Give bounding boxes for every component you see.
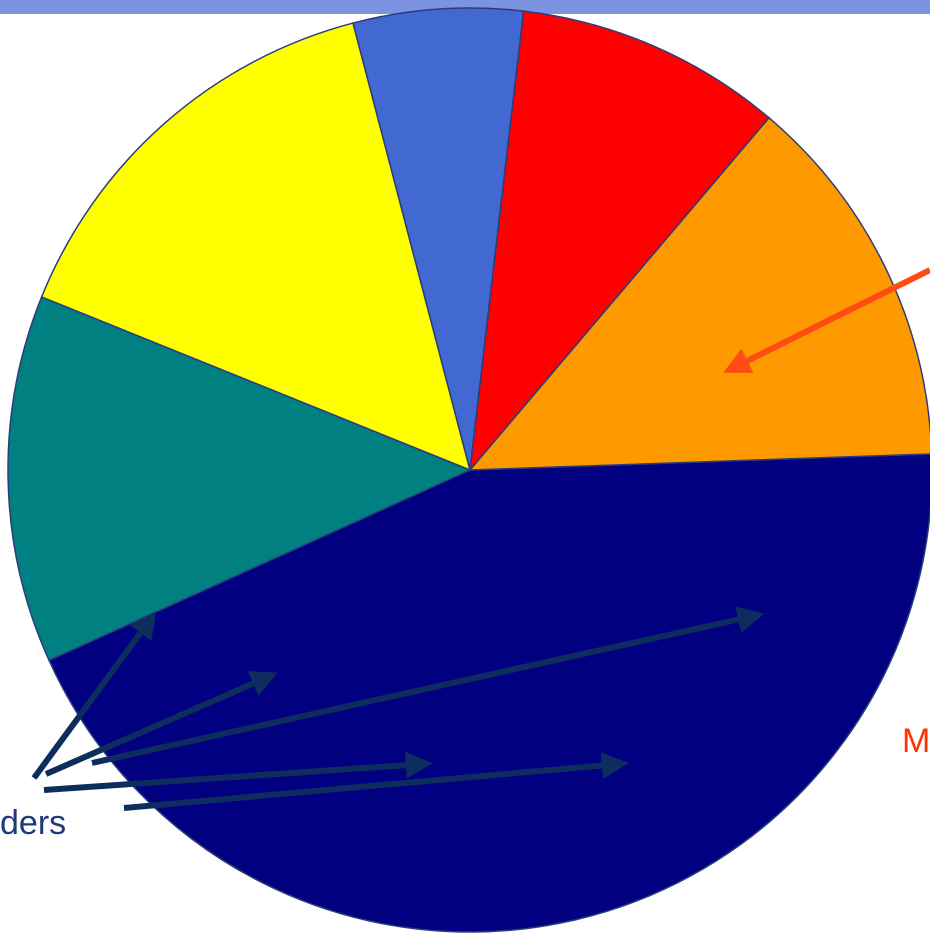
pointer-arrows <box>31 267 930 811</box>
pointer-arrow-navy <box>723 267 930 373</box>
pie-slice-teal <box>7 295 472 662</box>
pointer-arrow-blue <box>43 751 433 793</box>
pointer-arrow-yellow <box>123 751 629 811</box>
pie-slice-yellow <box>40 22 472 472</box>
pie-slice-orange <box>468 116 930 471</box>
pie-slice-navy <box>48 453 930 933</box>
pointer-arrow-teal <box>91 606 765 766</box>
pointer-arrow-orange <box>31 611 157 780</box>
pie-slice-blue <box>352 7 525 471</box>
label-left: ders <box>0 804 67 842</box>
pie-slices <box>7 7 930 933</box>
header-band <box>0 0 930 14</box>
label-right: M <box>902 722 930 760</box>
pointer-arrow-red <box>44 671 278 777</box>
pie-slice-red <box>468 10 771 473</box>
